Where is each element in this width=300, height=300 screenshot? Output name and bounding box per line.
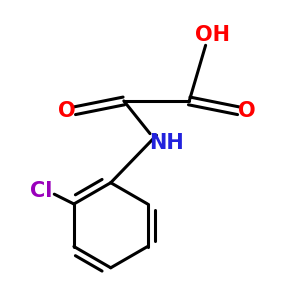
Text: O: O	[238, 101, 255, 121]
Text: O: O	[58, 101, 75, 121]
Text: OH: OH	[195, 26, 230, 46]
Text: Cl: Cl	[30, 181, 52, 201]
Text: NH: NH	[149, 134, 184, 154]
